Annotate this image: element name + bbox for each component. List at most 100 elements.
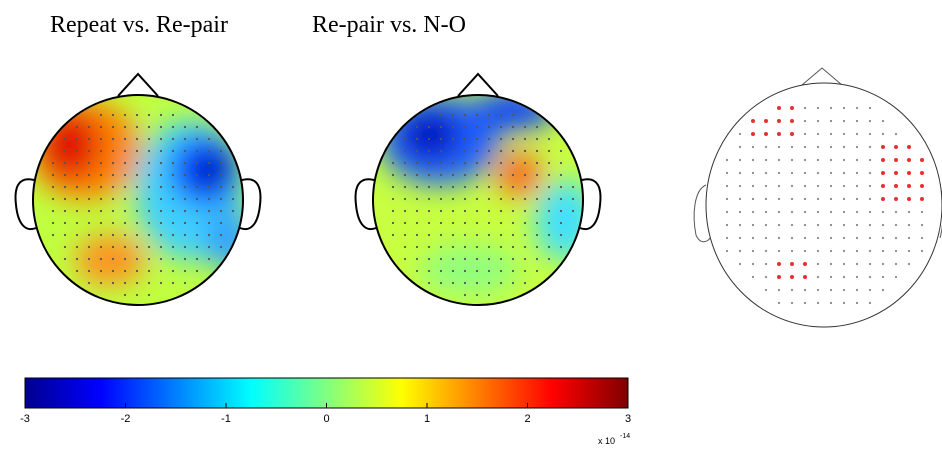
sensor xyxy=(463,173,467,177)
sensor xyxy=(829,301,833,305)
sensor xyxy=(147,185,151,189)
sensor xyxy=(111,209,115,213)
sensor xyxy=(183,233,187,237)
sensor xyxy=(475,185,479,189)
sensor xyxy=(881,210,885,214)
sensor xyxy=(907,197,911,201)
sensor xyxy=(511,137,515,141)
sensor xyxy=(487,209,491,213)
sensor xyxy=(523,161,527,165)
sensor xyxy=(415,173,419,177)
sensor xyxy=(907,236,911,240)
sensor xyxy=(171,233,175,237)
sensor xyxy=(159,185,163,189)
sensor xyxy=(920,184,924,188)
sensor xyxy=(487,233,491,237)
sensor xyxy=(171,113,175,117)
sensor xyxy=(764,119,768,123)
sensor xyxy=(777,158,781,162)
sensor xyxy=(725,210,729,214)
sensor xyxy=(75,209,79,213)
sensor xyxy=(816,249,820,253)
sensor xyxy=(751,132,755,136)
sensor xyxy=(463,281,467,285)
sensor xyxy=(207,149,211,153)
sensor xyxy=(123,149,127,153)
sensor xyxy=(391,161,395,165)
sensor xyxy=(451,209,455,213)
sensor xyxy=(147,221,151,225)
sensor xyxy=(855,184,859,188)
topomap xyxy=(354,72,602,306)
sensor xyxy=(159,245,163,249)
sensor xyxy=(764,223,768,227)
sensor xyxy=(777,145,781,149)
sensor xyxy=(99,137,103,141)
sensor xyxy=(751,197,755,201)
sensor xyxy=(63,173,67,177)
sensor xyxy=(868,145,872,149)
sensor xyxy=(403,221,407,225)
sensor xyxy=(803,288,807,292)
sensor xyxy=(511,197,515,201)
sensor xyxy=(75,257,79,261)
sensor xyxy=(415,257,419,261)
sensor xyxy=(427,161,431,165)
sensor xyxy=(764,275,768,279)
sensor xyxy=(123,245,127,249)
sensor xyxy=(499,197,503,201)
sensor xyxy=(751,236,755,240)
sensor xyxy=(868,275,872,279)
sensor xyxy=(829,275,833,279)
sensor xyxy=(725,184,729,188)
sensor xyxy=(87,173,91,177)
sensor xyxy=(183,209,187,213)
sensor xyxy=(415,185,419,189)
sensor xyxy=(171,161,175,165)
sensor xyxy=(855,236,859,240)
sensor xyxy=(475,233,479,237)
sensor xyxy=(535,149,539,153)
sensor xyxy=(777,132,781,136)
sensor xyxy=(195,269,199,273)
sensor xyxy=(147,137,151,141)
sensor xyxy=(894,275,898,279)
sensor xyxy=(790,288,794,292)
sensor xyxy=(725,236,729,240)
sensor xyxy=(511,161,515,165)
sensor xyxy=(790,145,794,149)
sensor xyxy=(855,119,859,123)
sensor xyxy=(51,221,55,225)
sensor xyxy=(894,236,898,240)
sensor xyxy=(439,125,443,129)
sensor xyxy=(751,262,755,266)
sensor xyxy=(219,209,223,213)
sensor xyxy=(87,185,91,189)
sensor xyxy=(829,132,833,136)
sensor xyxy=(855,249,859,253)
sensor xyxy=(171,125,175,129)
sensor xyxy=(219,149,223,153)
sensor xyxy=(907,249,911,253)
sensor xyxy=(207,233,211,237)
sensor xyxy=(475,281,479,285)
sensor xyxy=(499,281,503,285)
sensor xyxy=(511,281,515,285)
sensor xyxy=(51,161,55,165)
sensor xyxy=(523,173,527,177)
sensor xyxy=(855,197,859,201)
sensor xyxy=(135,221,139,225)
sensor xyxy=(894,249,898,253)
sensor xyxy=(451,245,455,249)
sensor xyxy=(764,132,768,136)
sensor xyxy=(75,245,79,249)
sensor xyxy=(777,301,781,305)
sensor xyxy=(511,221,515,225)
sensor xyxy=(738,262,742,266)
sensor xyxy=(475,257,479,261)
sensor xyxy=(816,197,820,201)
sensor xyxy=(751,119,755,123)
sensor xyxy=(99,209,103,213)
sensor xyxy=(123,257,127,261)
sensor xyxy=(51,173,55,177)
